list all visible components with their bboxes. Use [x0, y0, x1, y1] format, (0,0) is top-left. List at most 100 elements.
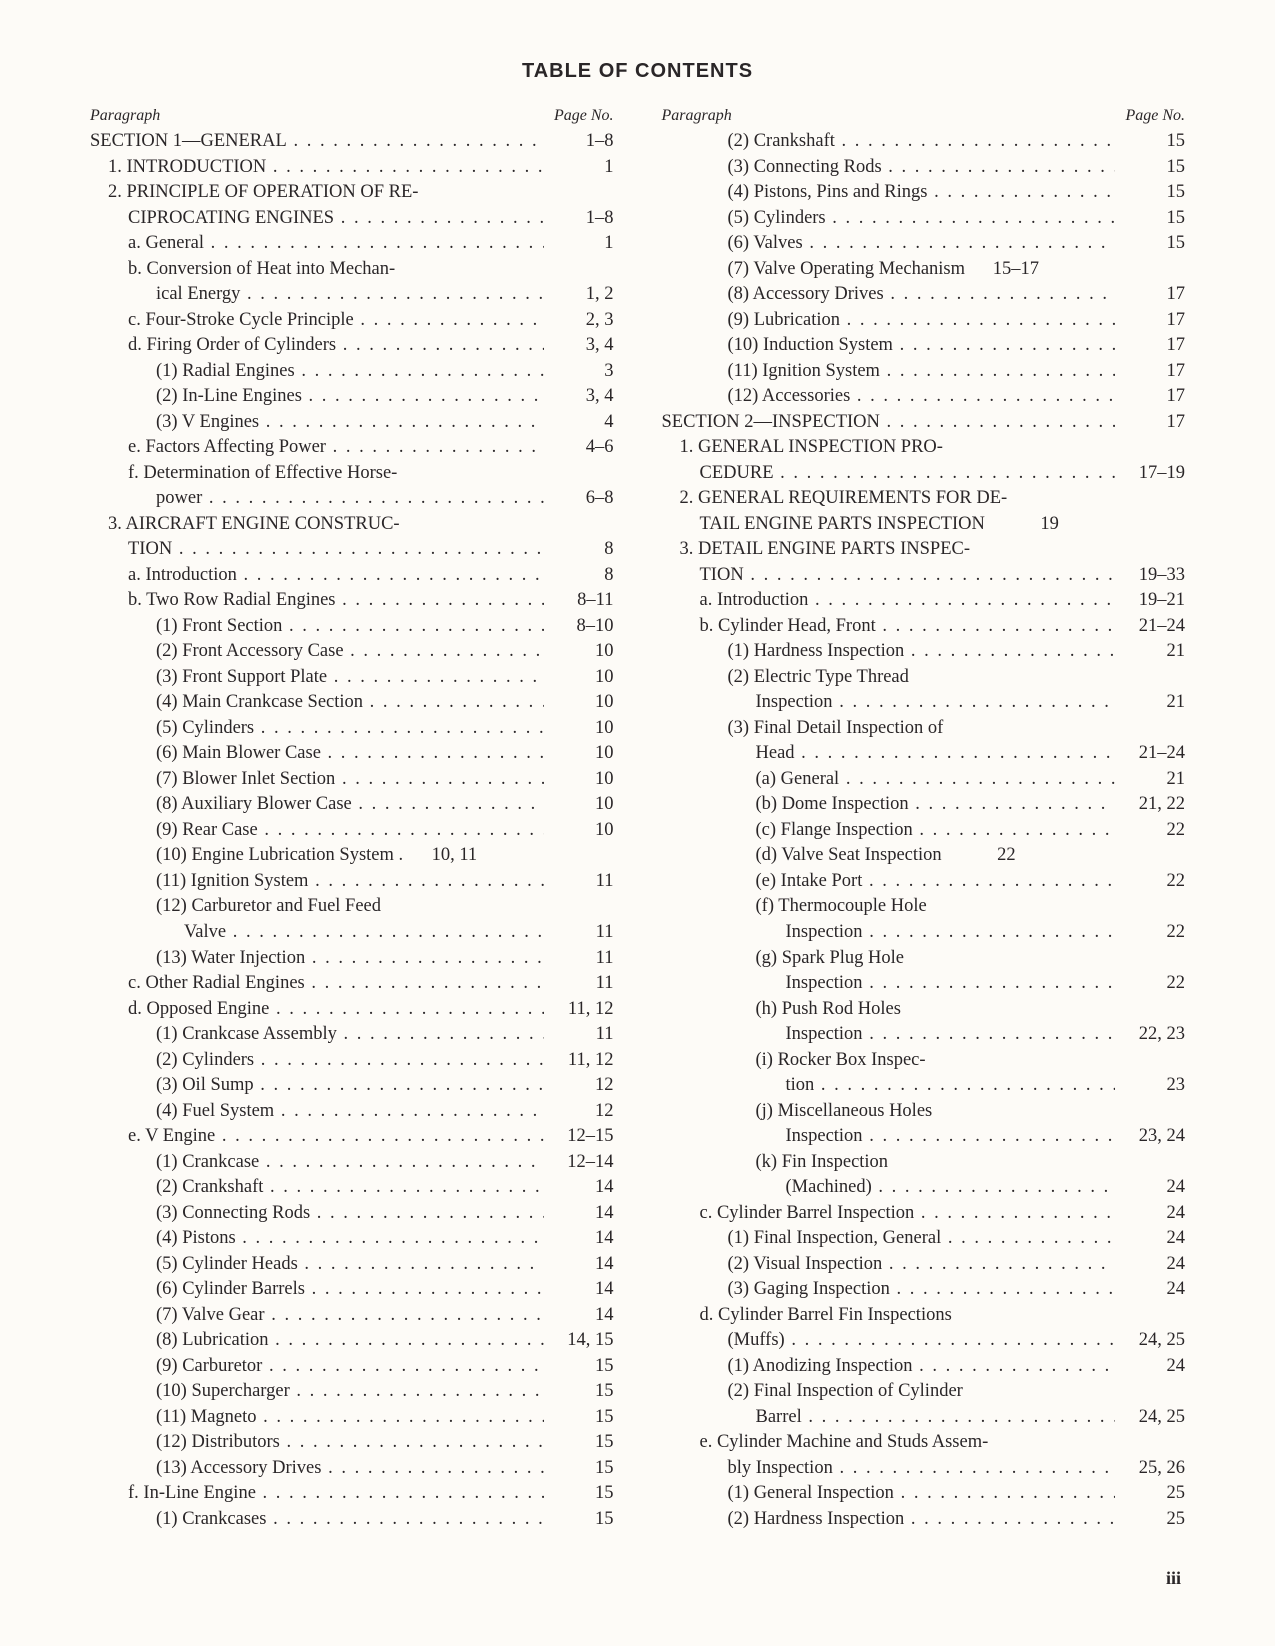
toc-entry: (h) Push Rod Holes [662, 997, 1186, 1023]
toc-page: 14 [544, 1277, 614, 1303]
toc-label: (2) Front Accessory Case [90, 639, 544, 665]
toc-label: (2) Hardness Inspection [662, 1507, 1116, 1533]
toc-label: (5) Cylinders [90, 716, 544, 742]
toc-label: b. Cylinder Head, Front [662, 614, 1116, 640]
toc-entry: TION19–33 [662, 563, 1186, 589]
toc-page: 14, 15 [544, 1328, 614, 1354]
toc-entry: d. Cylinder Barrel Fin Inspections [662, 1303, 1186, 1329]
toc-entry: (5) Cylinders15 [662, 206, 1186, 232]
toc-entry: 2. GENERAL REQUIREMENTS FOR DE- [662, 486, 1186, 512]
toc-page: 10 [544, 767, 614, 793]
toc-label: (6) Cylinder Barrels [90, 1277, 544, 1303]
toc-page: 14 [544, 1252, 614, 1278]
toc-page: 14 [544, 1226, 614, 1252]
toc-entry: (j) Miscellaneous Holes [662, 1099, 1186, 1125]
hdr-page: Page No. [544, 107, 614, 125]
toc-label: (c) Flange Inspection [662, 818, 1116, 844]
toc-page: 12–14 [544, 1150, 614, 1176]
toc-page: 24, 25 [1115, 1405, 1185, 1431]
toc-entry: e. Factors Affecting Power4–6 [90, 435, 614, 461]
toc-entry: (b) Dome Inspection21, 22 [662, 792, 1186, 818]
toc-page: 11 [544, 971, 614, 997]
toc-page: 3 [544, 359, 614, 385]
toc-entry: Valve11 [90, 920, 614, 946]
toc-label: CIPROCATING ENGINES [90, 206, 544, 232]
toc-entry: (2) Crankshaft14 [90, 1175, 614, 1201]
toc-page: 22 [1115, 818, 1185, 844]
toc-page: 24 [1115, 1201, 1185, 1227]
toc-page: 4–6 [544, 435, 614, 461]
toc-entry: (4) Main Crankcase Section10 [90, 690, 614, 716]
toc-entry: 1. INTRODUCTION1 [90, 155, 614, 181]
column-header: Paragraph Page No. [662, 107, 1186, 125]
toc-entry: d. Firing Order of Cylinders3, 4 [90, 333, 614, 359]
toc-label: b. Two Row Radial Engines [90, 588, 544, 614]
toc-page: 1 [544, 155, 614, 181]
toc-entry: f. Determination of Effective Horse- [90, 461, 614, 487]
toc-entry: (4) Pistons14 [90, 1226, 614, 1252]
toc-label: (1) Anodizing Inspection [662, 1354, 1116, 1380]
toc-page: 23 [1115, 1073, 1185, 1099]
toc-entry: (4) Pistons, Pins and Rings15 [662, 180, 1186, 206]
toc-label: (7) Blower Inlet Section [90, 767, 544, 793]
toc-label: 1. GENERAL INSPECTION PRO- [662, 435, 947, 461]
toc-entry: a. General1 [90, 231, 614, 257]
toc-label: (1) Crankcases [90, 1507, 544, 1533]
page-title: TABLE OF CONTENTS [90, 60, 1185, 83]
toc-page: 10, 11 [407, 843, 477, 869]
toc-entry: d. Opposed Engine11, 12 [90, 997, 614, 1023]
toc-label: (1) Front Section [90, 614, 544, 640]
toc-entry: 1. GENERAL INSPECTION PRO- [662, 435, 1186, 461]
toc-page: 24, 25 [1115, 1328, 1185, 1354]
toc-label: Inspection [662, 1124, 1116, 1150]
toc-page: 17 [1115, 384, 1185, 410]
toc-page: 12 [544, 1099, 614, 1125]
toc-entry: (1) Radial Engines3 [90, 359, 614, 385]
toc-page: 15–17 [969, 257, 1039, 283]
toc-label: (6) Valves [662, 231, 1116, 257]
toc-label: (11) Ignition System [90, 869, 544, 895]
toc-label: a. Introduction [90, 563, 544, 589]
toc-page: 1, 2 [544, 282, 614, 308]
toc-entry: (3) Final Detail Inspection of [662, 716, 1186, 742]
toc-label: (6) Main Blower Case [90, 741, 544, 767]
toc-label: Barrel [662, 1405, 1116, 1431]
toc-page: 8–11 [544, 588, 614, 614]
toc-entry: ical Energy1, 2 [90, 282, 614, 308]
toc-entry: (5) Cylinder Heads14 [90, 1252, 614, 1278]
toc-label: (1) Final Inspection, General [662, 1226, 1116, 1252]
toc-label: (2) Final Inspection of Cylinder [662, 1379, 967, 1405]
toc-page: 15 [1115, 180, 1185, 206]
toc-entry: b. Cylinder Head, Front21–24 [662, 614, 1186, 640]
toc-label: 1. INTRODUCTION [90, 155, 544, 181]
toc-label: TAIL ENGINE PARTS INSPECTION [662, 512, 989, 538]
toc-entry: (Machined)24 [662, 1175, 1186, 1201]
toc-page: 10 [544, 716, 614, 742]
toc-page: 22 [1115, 869, 1185, 895]
toc-label: e. Factors Affecting Power [90, 435, 544, 461]
toc-page: 10 [544, 639, 614, 665]
toc-label: (f) Thermocouple Hole [662, 894, 931, 920]
toc-page: 21 [1115, 690, 1185, 716]
toc-entry: c. Cylinder Barrel Inspection24 [662, 1201, 1186, 1227]
toc-label: e. V Engine [90, 1124, 544, 1150]
toc-label: (9) Lubrication [662, 308, 1116, 334]
toc-label: (j) Miscellaneous Holes [662, 1099, 937, 1125]
toc-entry: (3) Oil Sump12 [90, 1073, 614, 1099]
toc-page: 1 [544, 231, 614, 257]
toc-page: 15 [1115, 129, 1185, 155]
toc-page: 17–19 [1115, 461, 1185, 487]
toc-label: (g) Spark Plug Hole [662, 946, 909, 972]
toc-label: (11) Magneto [90, 1405, 544, 1431]
toc-entry: (7) Valve Gear14 [90, 1303, 614, 1329]
toc-entry: b. Two Row Radial Engines8–11 [90, 588, 614, 614]
toc-entry: (3) Gaging Inspection24 [662, 1277, 1186, 1303]
toc-page: 2, 3 [544, 308, 614, 334]
toc-page: 21–24 [1115, 741, 1185, 767]
toc-entry: (6) Main Blower Case10 [90, 741, 614, 767]
toc-entry: (13) Accessory Drives15 [90, 1456, 614, 1482]
toc-entry: CIPROCATING ENGINES1–8 [90, 206, 614, 232]
toc-entry: (12) Distributors15 [90, 1430, 614, 1456]
toc-entry: (2) Final Inspection of Cylinder [662, 1379, 1186, 1405]
toc-label: (12) Carburetor and Fuel Feed [90, 894, 385, 920]
